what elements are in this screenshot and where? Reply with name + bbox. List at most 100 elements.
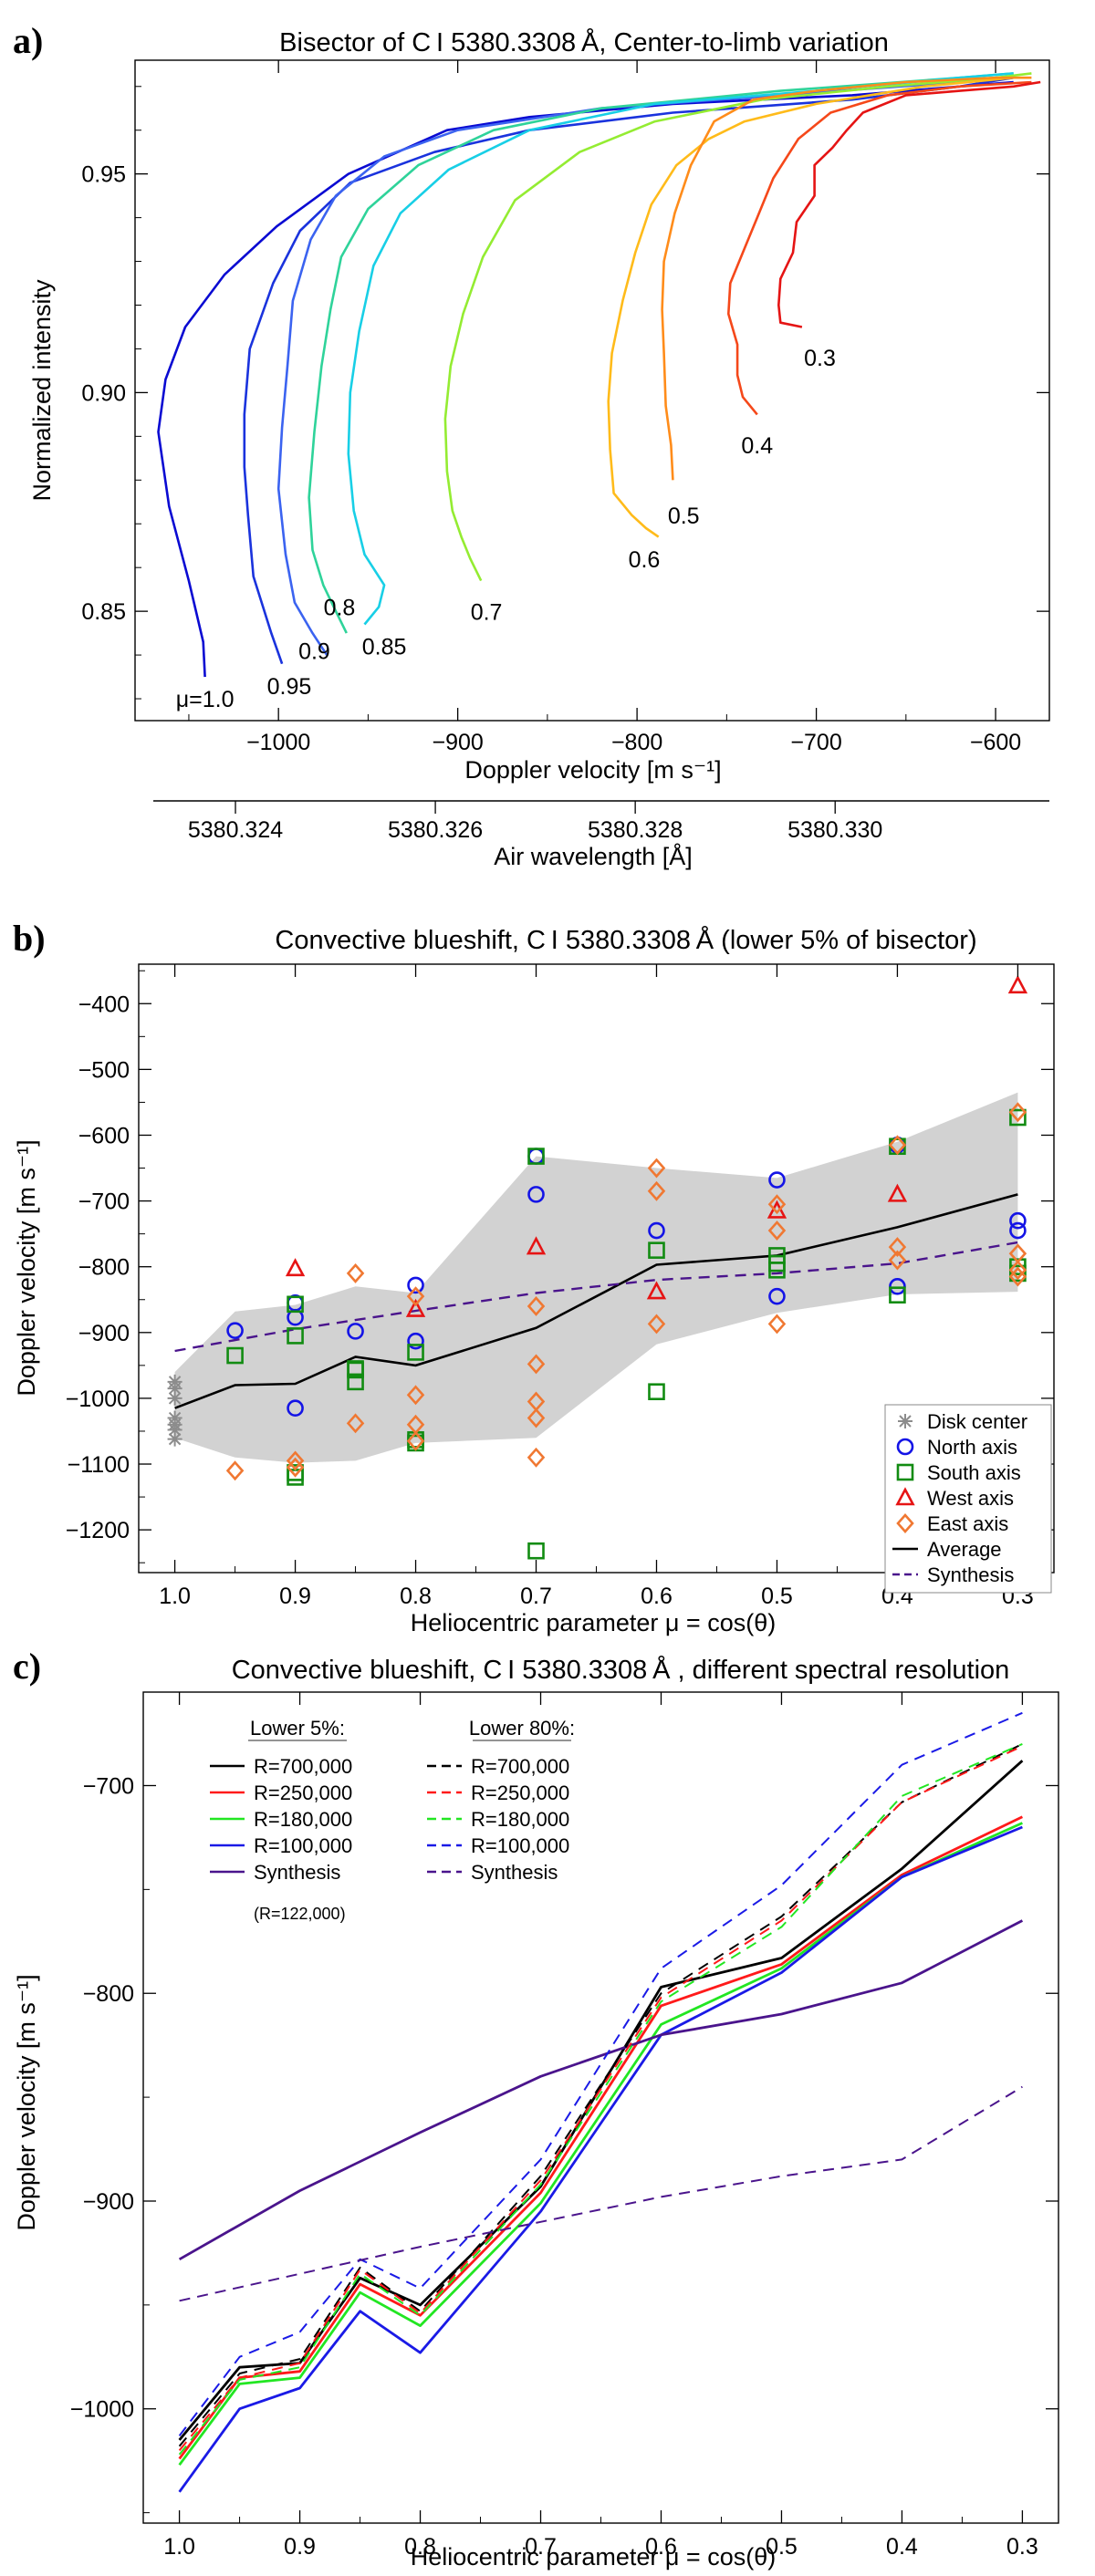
legend-swatch-disk-center: [898, 1414, 912, 1428]
legend-label-3: West axis: [927, 1487, 1014, 1510]
bisector-line-8: [726, 80, 1032, 416]
spread-band: [174, 1092, 1018, 1463]
resolution-line-2: [178, 1822, 1023, 2467]
resolution-line-9: [179, 2085, 1023, 2302]
legend-label-0: Disk center: [927, 1410, 1027, 1433]
wavelength-tick-label-0: 5380.324: [188, 817, 283, 843]
wavelength-tick-label-1: 5380.326: [388, 817, 483, 843]
legend-label-3: R=100,000: [254, 1834, 352, 1857]
point-south-axis: [527, 1542, 545, 1560]
x-tick-label-4: 0.6: [641, 1584, 673, 1609]
legend-swatch-west-axis: [895, 1487, 915, 1506]
point-east-axis: [527, 1296, 546, 1316]
x-tick-label-4: 0.6: [645, 2534, 677, 2560]
point-south-axis: [287, 1295, 304, 1314]
point-east-axis: [406, 1286, 425, 1307]
panel-c-legend: Lower 5%: R=700,000 R=250,000 R=180,000 R=10…: [210, 1717, 575, 1923]
y-tick-label-8: −400: [78, 992, 130, 1017]
x-tick-label-0: 1.0: [163, 2534, 195, 2560]
resolution-line-4: [178, 1919, 1024, 2261]
panel-c-label: c): [13, 1646, 41, 1687]
legend-label-8: R=100,000: [471, 1834, 569, 1857]
legend-header-0: Lower 5%:: [250, 1717, 345, 1740]
y-tick-label-2: −1000: [66, 1387, 130, 1412]
point-east-axis: [888, 1237, 907, 1258]
y-tick-label-1: −1100: [68, 1452, 130, 1478]
point-west-axis: [646, 1281, 667, 1300]
point-south-axis: [1009, 1264, 1027, 1283]
y-tick-label-6: −600: [78, 1123, 130, 1148]
legend-label-2: South axis: [927, 1461, 1021, 1484]
point-north-axis: [648, 1221, 665, 1240]
x-tick-label-3: −700: [790, 730, 841, 755]
point-east-axis: [767, 1314, 787, 1335]
bisector-label-2: 0.9: [298, 639, 330, 664]
panel-a-title: Bisector of C I 5380.3308 Å, Center-to-l…: [279, 27, 889, 57]
panel-c-xlabel: Heliocentric parameter μ = cos(θ): [411, 2543, 776, 2571]
bisector-label-7: 0.5: [668, 504, 700, 529]
legend-label-9: Synthesis: [471, 1861, 558, 1884]
legend-swatch-east-axis: [896, 1513, 914, 1533]
legend-swatch-north-axis: [896, 1438, 914, 1456]
x-tick-label-1: −900: [432, 730, 483, 755]
x-tick-label-2: 0.8: [404, 2534, 436, 2560]
resolution-line-7: [178, 1742, 1023, 2456]
point-south-axis: [287, 1327, 304, 1345]
bisector-label-4: 0.85: [362, 635, 407, 660]
point-disk-center: [167, 1422, 182, 1438]
bisector-line-1: [243, 76, 1014, 665]
legend-label-7: R=180,000: [471, 1808, 569, 1831]
legend-swatch-south-axis: [896, 1463, 914, 1481]
point-east-axis: [527, 1407, 546, 1428]
x-tick-label-5: 0.5: [761, 1584, 793, 1609]
legend-label-5: R=700,000: [471, 1755, 569, 1778]
y-tick-label-2: 0.95: [81, 162, 126, 188]
bisector-line-4: [347, 72, 1014, 626]
point-east-axis: [888, 1250, 907, 1271]
point-north-axis: [287, 1399, 304, 1418]
legend-synthesis-note: (R=122,000): [254, 1905, 346, 1923]
x-tick-label-1: 0.9: [284, 2534, 316, 2560]
x-tick-label-3: 0.7: [520, 1584, 552, 1609]
bisector-line-7: [661, 76, 1032, 481]
x-tick-label-1: 0.9: [279, 1584, 311, 1609]
point-north-axis: [407, 1332, 424, 1350]
point-east-axis: [406, 1430, 425, 1451]
panel-a-xlabel: Doppler velocity [m s⁻¹]: [464, 756, 721, 784]
series-line-synthesis: [174, 1241, 1018, 1353]
legend-label-1: North axis: [927, 1436, 1017, 1459]
point-north-axis: [1009, 1211, 1027, 1230]
y-tick-label-5: −700: [78, 1189, 130, 1215]
point-north-axis: [287, 1308, 304, 1326]
wavelength-tick-label-3: 5380.330: [787, 817, 882, 843]
panel-a-label: a): [13, 20, 43, 61]
x-tick-label-3: 0.7: [525, 2534, 557, 2560]
point-east-axis: [225, 1460, 245, 1481]
point-west-axis: [1007, 975, 1028, 994]
point-disk-center: [167, 1431, 182, 1447]
bisector-label-9: 0.3: [804, 346, 836, 371]
x-tick-label-0: 1.0: [159, 1584, 191, 1609]
point-east-axis: [647, 1180, 666, 1201]
point-east-axis: [286, 1457, 305, 1478]
y-tick-label-3: −700: [83, 1773, 134, 1799]
point-east-axis: [527, 1354, 546, 1375]
point-south-axis: [768, 1262, 786, 1279]
y-tick-label-0: −1200: [66, 1518, 130, 1543]
x-tick-label-2: −800: [611, 730, 662, 755]
point-east-axis: [647, 1158, 666, 1179]
point-south-axis: [648, 1383, 665, 1401]
legend-label-4: East axis: [927, 1512, 1008, 1535]
resolution-line-3: [178, 1825, 1023, 2493]
point-disk-center: [167, 1390, 182, 1406]
point-south-axis: [1009, 1108, 1027, 1127]
panel-a-ylabel: Normalized intensity: [28, 279, 56, 502]
point-west-axis: [887, 1183, 908, 1202]
legend-label-2: R=180,000: [254, 1808, 352, 1831]
point-east-axis: [1008, 1266, 1027, 1287]
x-tick-label-6: 0.4: [886, 2534, 918, 2560]
panel-c-ylabel: Doppler velocity [m s⁻¹]: [13, 1974, 40, 2230]
point-east-axis: [527, 1447, 546, 1468]
y-tick-label-1: 0.90: [81, 380, 126, 406]
